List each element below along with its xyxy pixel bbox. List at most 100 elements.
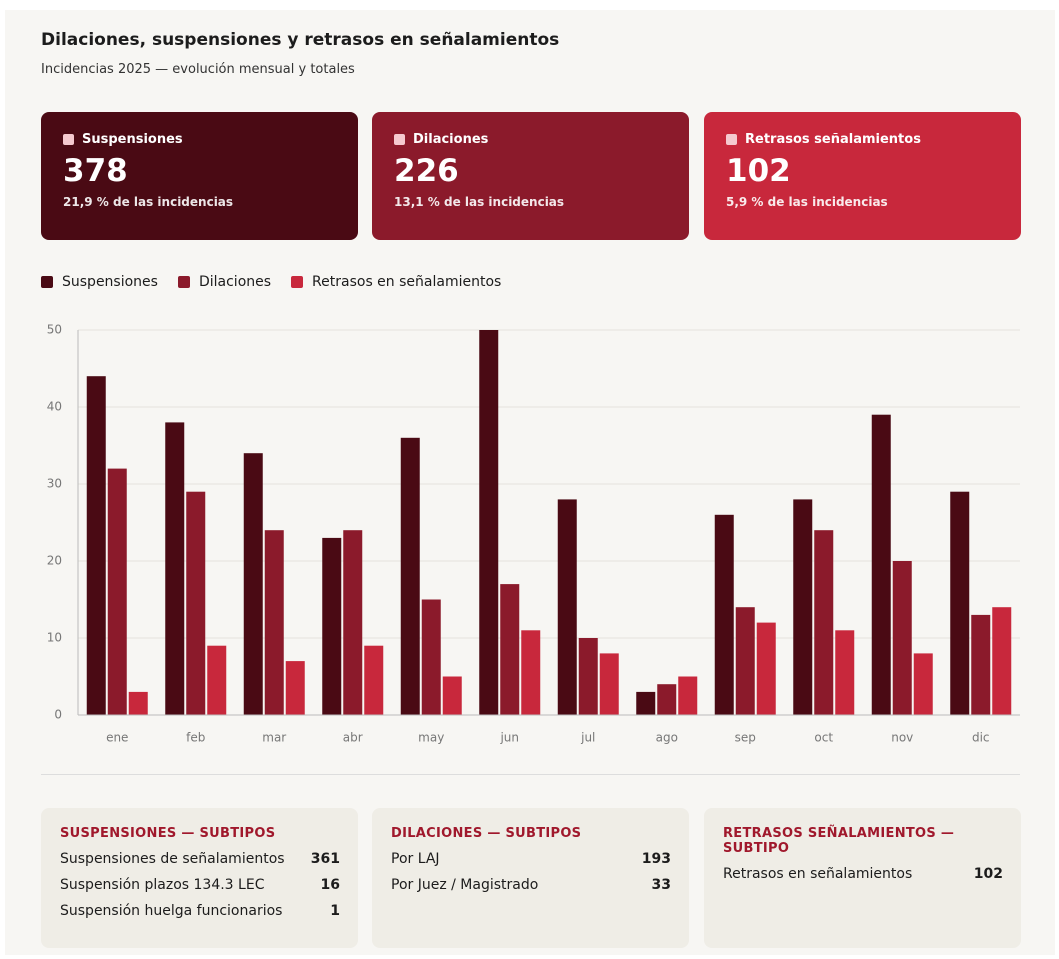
legend-swatch: [177, 276, 190, 288]
legend: Suspensiones Dilaciones Retrasos en señala…: [41, 274, 501, 290]
bar: [756, 622, 776, 715]
subtype-label: Suspensión huelga funcionarios: [60, 903, 283, 919]
bar: [479, 330, 499, 715]
kpi-label-text: Suspensiones: [82, 132, 183, 147]
bar: [971, 614, 991, 715]
x-tick-label: sep: [735, 731, 756, 745]
kpi-card: Suspensiones 378 21,9 % de las incidencias: [41, 112, 358, 240]
bar: [578, 638, 598, 715]
bar: [599, 653, 619, 715]
legend-item: Retrasos en señalamientos: [291, 274, 501, 290]
bar: [678, 676, 698, 715]
x-tick-label: may: [418, 731, 444, 745]
kpi-swatch: [63, 134, 74, 145]
bar: [107, 468, 127, 715]
kpi-card: Retrasos señalamientos 102 5,9 % de las in…: [704, 112, 1021, 240]
bar: [207, 645, 227, 715]
subtype-row: Suspensión huelga funcionarios 1: [60, 903, 340, 929]
bar: [892, 561, 912, 715]
kpi-value: 378: [63, 153, 128, 189]
kpi-value: 226: [394, 153, 459, 189]
subtype-value: 1: [330, 903, 340, 919]
subtype-value: 16: [320, 877, 340, 893]
legend-swatch: [291, 276, 304, 288]
bar: [557, 499, 577, 715]
bar: [793, 499, 813, 715]
kpi-swatch: [726, 134, 737, 145]
kpi-value: 102: [726, 153, 791, 189]
subtype-row: Suspensión plazos 134.3 LEC 16: [60, 877, 340, 903]
kpi-card: Dilaciones 226 13,1 % de las incidencias: [372, 112, 689, 240]
kpi-label: Retrasos señalamientos: [726, 132, 999, 147]
bar: [421, 599, 441, 715]
subtype-title: SUSPENSIONES — SUBTIPOS: [60, 826, 276, 841]
bar: [186, 491, 206, 715]
subtype-value: 102: [973, 866, 1003, 882]
y-tick-label: 10: [47, 631, 62, 645]
x-tick-label: dic: [972, 731, 990, 745]
subtype-value: 361: [310, 851, 340, 867]
bar: [364, 645, 384, 715]
bar: [714, 514, 734, 715]
x-tick-label: mar: [262, 731, 286, 745]
subtype-card: SUSPENSIONES — SUBTIPOS Suspensiones de s…: [41, 808, 358, 948]
kpi-label-text: Retrasos señalamientos: [745, 132, 921, 147]
bar: [657, 684, 677, 715]
subtype-label: Por LAJ: [391, 851, 440, 867]
x-tick-label: abr: [343, 731, 363, 745]
bar: [442, 676, 462, 715]
bar: [128, 691, 148, 715]
kpi-label-text: Dilaciones: [413, 132, 489, 147]
subtype-value: 33: [651, 877, 671, 893]
y-tick-label: 30: [47, 477, 62, 491]
x-tick-label: nov: [891, 731, 913, 745]
bar: [913, 653, 933, 715]
title: Dilaciones, suspensiones y retrasos en s…: [41, 30, 560, 50]
y-tick-label: 50: [47, 323, 62, 337]
subtype-card: DILACIONES — SUBTIPOS Por LAJ 193 Por Juez …: [372, 808, 689, 948]
bar: [86, 376, 106, 715]
x-tick-label: ago: [656, 731, 678, 745]
bar: [243, 453, 263, 715]
divider: [41, 774, 1020, 775]
kpi-label: Suspensiones: [63, 132, 336, 147]
kpi-share: 5,9 % de las incidencias: [726, 195, 888, 209]
x-tick-label: feb: [186, 731, 205, 745]
bar: [735, 607, 755, 715]
bar: [400, 437, 420, 715]
kpi-share: 21,9 % de las incidencias: [63, 195, 234, 209]
kpi-label: Dilaciones: [394, 132, 667, 147]
subtype-label: Suspensiones de señalamientos: [60, 851, 285, 867]
subtype-row: Retrasos en señalamientos 102: [723, 866, 1003, 892]
x-tick-label: ene: [106, 731, 128, 745]
bar: [500, 584, 520, 715]
y-tick-label: 40: [47, 400, 62, 414]
kpi-share: 13,1 % de las incidencias: [394, 195, 565, 209]
legend-item: Suspensiones: [41, 274, 158, 290]
subtype-row: Suspensiones de señalamientos 361: [60, 851, 340, 877]
bar: [322, 537, 342, 715]
legend-label: Suspensiones: [62, 274, 158, 290]
bar: [521, 630, 541, 715]
bar: [992, 607, 1012, 715]
bar: [285, 661, 305, 715]
subtype-row: Por LAJ 193: [391, 851, 671, 877]
legend-label: Dilaciones: [198, 274, 272, 290]
subtitle: Incidencias 2025 — evolución mensual y t…: [41, 62, 355, 77]
bar: [165, 422, 185, 715]
legend-item: Dilaciones: [177, 274, 272, 290]
bar: [814, 530, 834, 715]
dashboard: Dilaciones, suspensiones y retrasos en s…: [5, 10, 1055, 955]
bar: [950, 491, 970, 715]
subtype-label: Por Juez / Magistrado: [391, 877, 539, 893]
chart: 0 10 20 30 40 50 ene feb mar abr may jun jul ago sep oc…: [47, 323, 1020, 745]
bar: [835, 630, 855, 715]
y-tick-label: 0: [54, 708, 62, 722]
legend-label: Retrasos en señalamientos: [312, 274, 502, 290]
kpi-swatch: [394, 134, 405, 145]
bar: [264, 530, 284, 715]
x-tick-label: jun: [499, 731, 519, 745]
x-tick-label: jul: [580, 731, 595, 745]
y-tick-label: 20: [47, 554, 62, 568]
legend-swatch: [41, 276, 53, 288]
